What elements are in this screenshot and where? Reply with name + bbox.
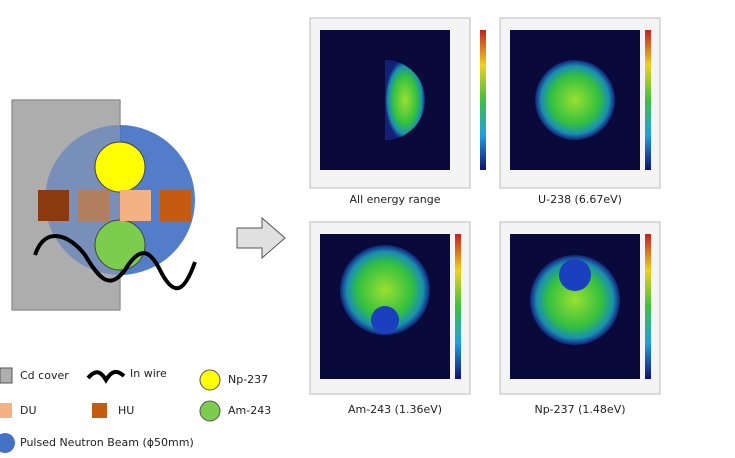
legend-label: Cd cover [20,369,69,382]
legend-label: Np-237 [228,373,268,386]
legend-label: HU [118,404,134,417]
legend-label: In wire [130,367,167,380]
slide: All energy range U-238 (6.67eV) Am-243 (… [0,0,735,454]
np-sample [95,142,145,192]
hu-sample [38,190,69,221]
du-sample [120,190,151,221]
panel [500,18,660,188]
panel-caption: Np-237 (1.48eV) [534,403,625,416]
sample-diagram [12,100,195,310]
hu-sample [160,190,191,221]
legend-label: Pulsed Neutron Beam (ϕ50mm) [20,436,194,449]
panel-caption: Am-243 (1.36eV) [348,403,442,416]
am-sample [95,220,145,270]
panel [500,222,660,394]
legend-label: Am-243 [228,404,271,417]
du-sample [78,190,109,221]
arrow [237,218,285,258]
legend: Cd cover In wire Np-237 DU HU Am-243 Pul… [0,367,271,453]
panel [310,222,470,394]
panel-caption: All energy range [350,193,441,206]
legend-label: DU [20,404,37,417]
panel-caption: U-238 (6.67eV) [538,193,622,206]
